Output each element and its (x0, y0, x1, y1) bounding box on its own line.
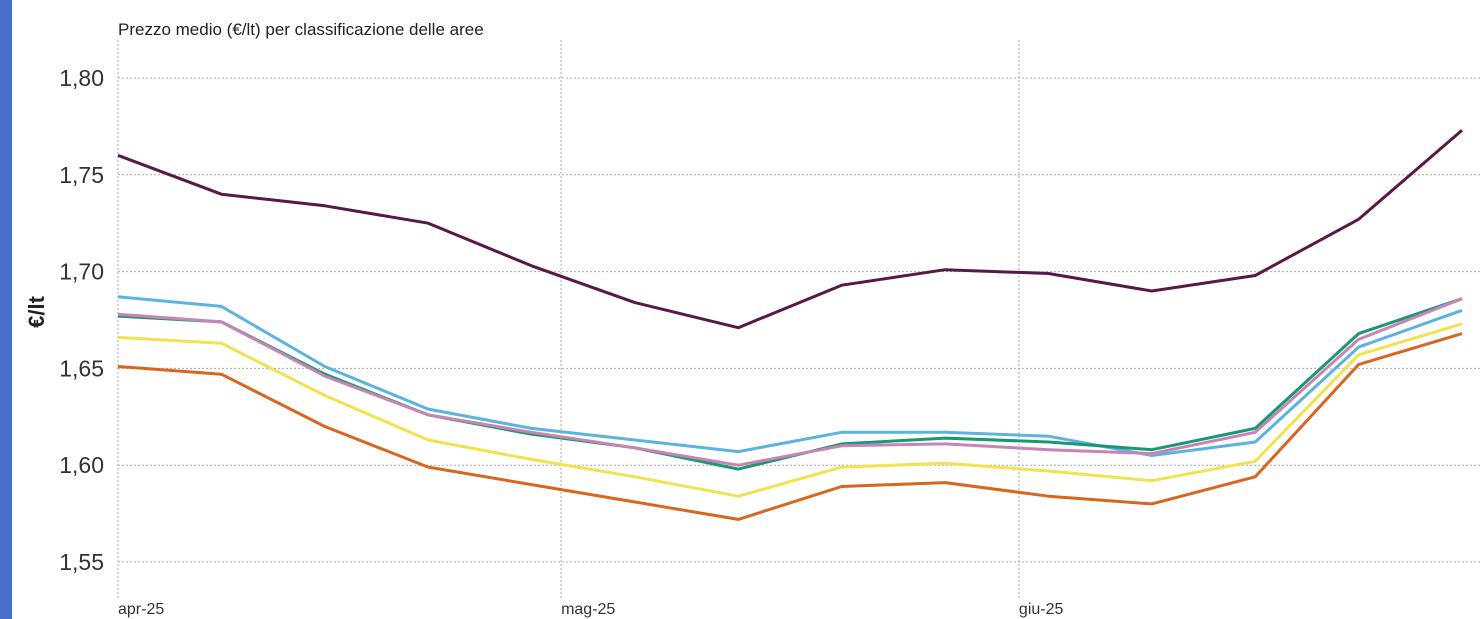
x-tick-label: mag-25 (561, 601, 615, 618)
y-tick-label: 1,60 (59, 452, 104, 478)
y-axis-label: €/lt (24, 295, 49, 327)
x-tick-label: apr-25 (118, 601, 164, 618)
series-line-2 (117, 295, 1463, 457)
series-line-6 (117, 332, 1463, 521)
series-line-4 (117, 297, 1463, 467)
x-tick-label: giu-25 (1019, 601, 1064, 618)
y-tick-label: 1,55 (59, 549, 104, 575)
series-lines (117, 129, 1463, 521)
series-line-5 (117, 322, 1463, 498)
left-accent-strip (0, 0, 12, 619)
series-line-3 (117, 297, 1463, 471)
y-tick-label: 1,70 (59, 259, 104, 285)
y-tick-label: 1,80 (59, 65, 104, 91)
chart-title: Prezzo medio (€/lt) per classificazione … (118, 20, 484, 39)
y-tick-label: 1,65 (59, 355, 104, 381)
y-axis-ticks: 1,55 1,60 1,65 1,70 1,75 1,80 (59, 65, 104, 575)
y-tick-label: 1,75 (59, 162, 104, 188)
grid (117, 40, 1480, 598)
series-line-1 (117, 129, 1463, 330)
x-axis-ticks: apr-25 mag-25 giu-25 (118, 601, 1064, 618)
